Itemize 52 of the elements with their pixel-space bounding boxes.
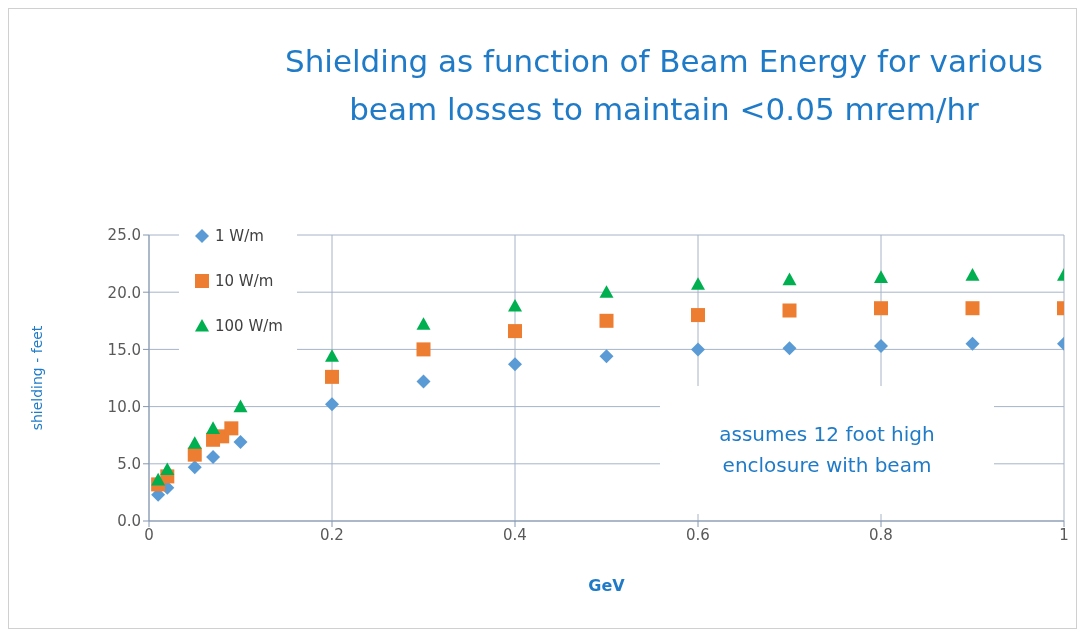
x-tick-label: 0 [144, 525, 154, 544]
y-tick-label: 10.0 [107, 397, 141, 416]
point [224, 421, 239, 436]
x-tick-label: 0.4 [503, 525, 527, 544]
point [160, 462, 175, 476]
y-tick-label: 0.0 [117, 512, 141, 531]
point [599, 313, 614, 328]
x-tick-label: 0.8 [869, 525, 893, 544]
point [965, 301, 980, 316]
point [416, 374, 431, 389]
point [325, 349, 339, 362]
legend-label: 100 W/m [215, 316, 283, 335]
point [874, 270, 888, 283]
point [416, 342, 431, 357]
point [233, 435, 248, 450]
chart-title: Shielding as function of Beam Energy for various beam losses to maintain <0.05 mrem/hr [283, 42, 1044, 129]
point [325, 369, 339, 384]
legend-label: 1 W/m [215, 226, 264, 245]
point [782, 341, 797, 356]
point [874, 338, 888, 353]
point [691, 308, 705, 323]
point [206, 449, 221, 464]
point [187, 447, 202, 462]
point [233, 399, 248, 413]
point [508, 298, 522, 312]
point [691, 342, 705, 357]
point [508, 324, 522, 339]
point [508, 357, 522, 372]
y-tick-label: 15.0 [107, 340, 141, 359]
y-axis-title: shielding - feet [28, 325, 45, 431]
legend-label: 10 W/m [215, 271, 274, 290]
x-tick-label: 0.2 [320, 525, 344, 544]
point [874, 301, 888, 316]
point [782, 272, 797, 286]
point [325, 397, 339, 412]
point [206, 421, 221, 434]
y-tick-label: 5.0 [117, 455, 141, 474]
x-axis-title: GeV [588, 576, 626, 595]
point [599, 285, 614, 298]
point [782, 303, 797, 318]
point [187, 436, 202, 449]
point [965, 336, 980, 351]
point [151, 472, 166, 486]
x-tick-label: 1 [1059, 525, 1069, 544]
y-tick-label: 25.0 [107, 226, 141, 245]
point [416, 317, 431, 330]
point [691, 277, 705, 290]
point [187, 460, 202, 475]
point [599, 349, 614, 364]
y-tick-label: 20.0 [107, 283, 141, 302]
point [965, 268, 980, 281]
x-tick-label: 0.6 [686, 525, 710, 544]
